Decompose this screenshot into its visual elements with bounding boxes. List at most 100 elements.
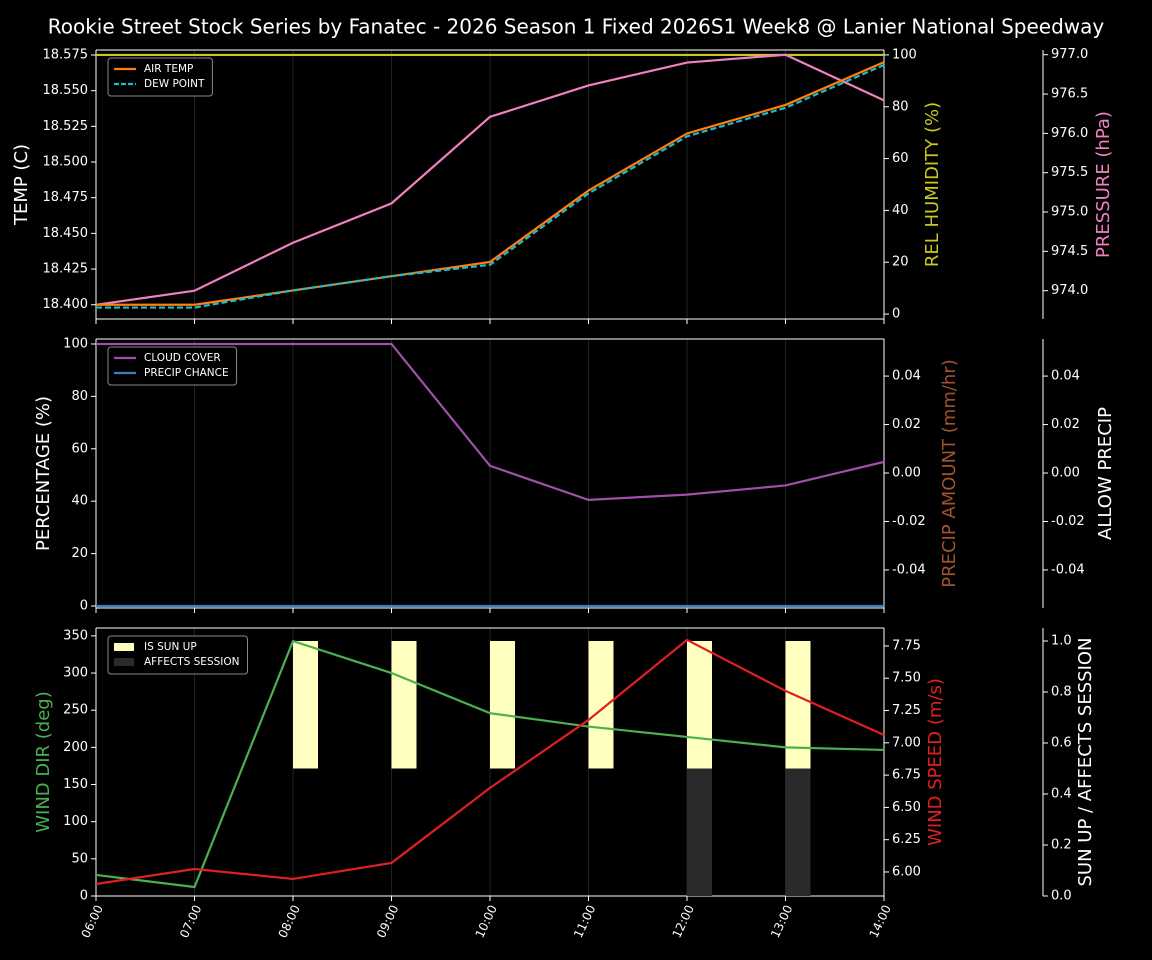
y3-tick-label: 975.0 [1051, 205, 1088, 220]
bar [490, 641, 515, 769]
y2-tick-label: 0.00 [892, 466, 921, 481]
y-tick-label: 0 [80, 598, 88, 613]
y-tick-label: 20 [71, 546, 88, 561]
bar [293, 641, 318, 769]
bar [687, 768, 712, 896]
y3-axis-label: PRESSURE (hPa) [1093, 111, 1114, 258]
y-tick-label: 18.425 [43, 262, 89, 277]
y3-tick-label: 1.0 [1051, 634, 1072, 649]
y3-tick-label: 974.0 [1051, 283, 1088, 298]
y-tick-label: 18.400 [43, 297, 89, 312]
y-tick-label: 18.475 [43, 190, 89, 205]
y-tick-label: 100 [63, 814, 88, 829]
y3-tick-label: 0.6 [1051, 736, 1072, 751]
line [96, 63, 885, 309]
x-tick-label: 13:00 [768, 903, 795, 940]
y3-tick-label: 977.0 [1051, 47, 1088, 62]
y2-tick-label: 6.25 [892, 832, 921, 847]
y2-tick-label: 20 [892, 255, 909, 270]
x-tick-label: 14:00 [867, 903, 894, 940]
y3-tick-label: 0.2 [1051, 838, 1072, 853]
y2-tick-label: -0.02 [892, 514, 926, 529]
y2-axis-label: WIND SPEED (m/s) [925, 678, 946, 846]
y3-axis-label: ALLOW PRECIP [1095, 407, 1116, 540]
y3-tick-label: 976.0 [1051, 126, 1088, 141]
y-tick-label: 200 [63, 740, 88, 755]
bar [785, 641, 811, 769]
y-tick-label: 60 [71, 441, 88, 456]
y3-tick-label: 0.0 [1051, 889, 1072, 904]
y2-tick-label: 0.04 [892, 369, 921, 384]
legend-label: AIR TEMP [144, 63, 193, 75]
y2-tick-label: -0.04 [892, 562, 926, 577]
legend-label: AFFECTS SESSION [144, 656, 240, 668]
y-tick-label: 18.450 [43, 226, 89, 241]
y2-tick-label: 100 [892, 47, 917, 62]
y3-tick-label: 0.8 [1051, 685, 1072, 700]
legend-swatch [114, 658, 134, 666]
y3-tick-label: 0.4 [1051, 787, 1072, 802]
bar [785, 768, 811, 896]
y2-tick-label: 0 [892, 307, 900, 322]
y2-tick-label: 7.25 [892, 703, 921, 718]
y2-tick-label: 60 [892, 151, 909, 166]
y-axis-label: WIND DIR (deg) [33, 691, 54, 833]
legend-swatch [114, 643, 134, 651]
y2-axis-label: REL HUMIDITY (%) [922, 102, 943, 267]
y3-tick-label: 976.5 [1051, 87, 1088, 102]
y3-tick-label: 0.04 [1051, 369, 1080, 384]
y3-tick-label: -0.02 [1051, 514, 1085, 529]
x-tick-label: 11:00 [571, 903, 598, 940]
line [96, 61, 885, 306]
y-tick-label: 80 [71, 389, 88, 404]
x-tick-label: 09:00 [374, 903, 401, 940]
line [95, 53, 885, 306]
y-tick-label: 0 [80, 889, 88, 904]
y-axis-label: PERCENTAGE (%) [33, 396, 54, 551]
y2-tick-label: 7.75 [892, 638, 921, 653]
x-tick-label: 12:00 [670, 903, 697, 940]
x-tick-label: 07:00 [177, 903, 204, 940]
legend-label: IS SUN UP [144, 641, 197, 653]
y3-tick-label: 975.5 [1051, 165, 1088, 180]
y2-tick-label: 40 [892, 203, 909, 218]
legend-box [107, 346, 238, 386]
y2-tick-label: 80 [892, 99, 909, 114]
y-tick-label: 250 [63, 703, 88, 718]
bar [687, 641, 712, 769]
y-tick-label: 350 [63, 628, 88, 643]
y3-tick-label: -0.04 [1051, 562, 1085, 577]
line [96, 342, 885, 501]
y-tick-label: 18.525 [43, 119, 89, 134]
y2-tick-label: 0.02 [892, 417, 921, 432]
y2-tick-label: 6.50 [892, 800, 921, 815]
y3-tick-label: 974.5 [1051, 244, 1088, 259]
y-axis-label: TEMP (C) [11, 144, 32, 226]
y2-tick-label: 6.00 [892, 864, 921, 879]
y2-tick-label: 7.50 [892, 671, 921, 686]
y3-tick-label: 0.02 [1051, 417, 1080, 432]
x-tick-label: 10:00 [473, 903, 500, 940]
y-tick-label: 18.550 [43, 83, 89, 98]
legend-label: DEW POINT [144, 78, 205, 90]
y-tick-label: 300 [63, 666, 88, 681]
y-tick-label: 100 [63, 336, 88, 351]
y-tick-label: 50 [71, 851, 88, 866]
legend-label: CLOUD COVER [144, 352, 221, 364]
y-tick-label: 18.575 [43, 47, 89, 62]
legend-box [107, 57, 213, 97]
line [95, 639, 885, 889]
y-tick-label: 18.500 [43, 155, 89, 170]
line [95, 638, 885, 886]
bar [588, 641, 614, 769]
y2-tick-label: 6.75 [892, 768, 921, 783]
y2-axis-label: PRECIP AMOUNT (mm/hr) [939, 359, 960, 588]
bar [391, 641, 417, 769]
y3-axis-label: SUN UP / AFFECTS SESSION [1075, 637, 1096, 886]
x-tick-label: 06:00 [79, 903, 106, 940]
x-tick-label: 08:00 [276, 903, 303, 940]
y-tick-label: 150 [63, 777, 88, 792]
legend-box [107, 635, 248, 675]
y3-tick-label: 0.00 [1051, 466, 1080, 481]
